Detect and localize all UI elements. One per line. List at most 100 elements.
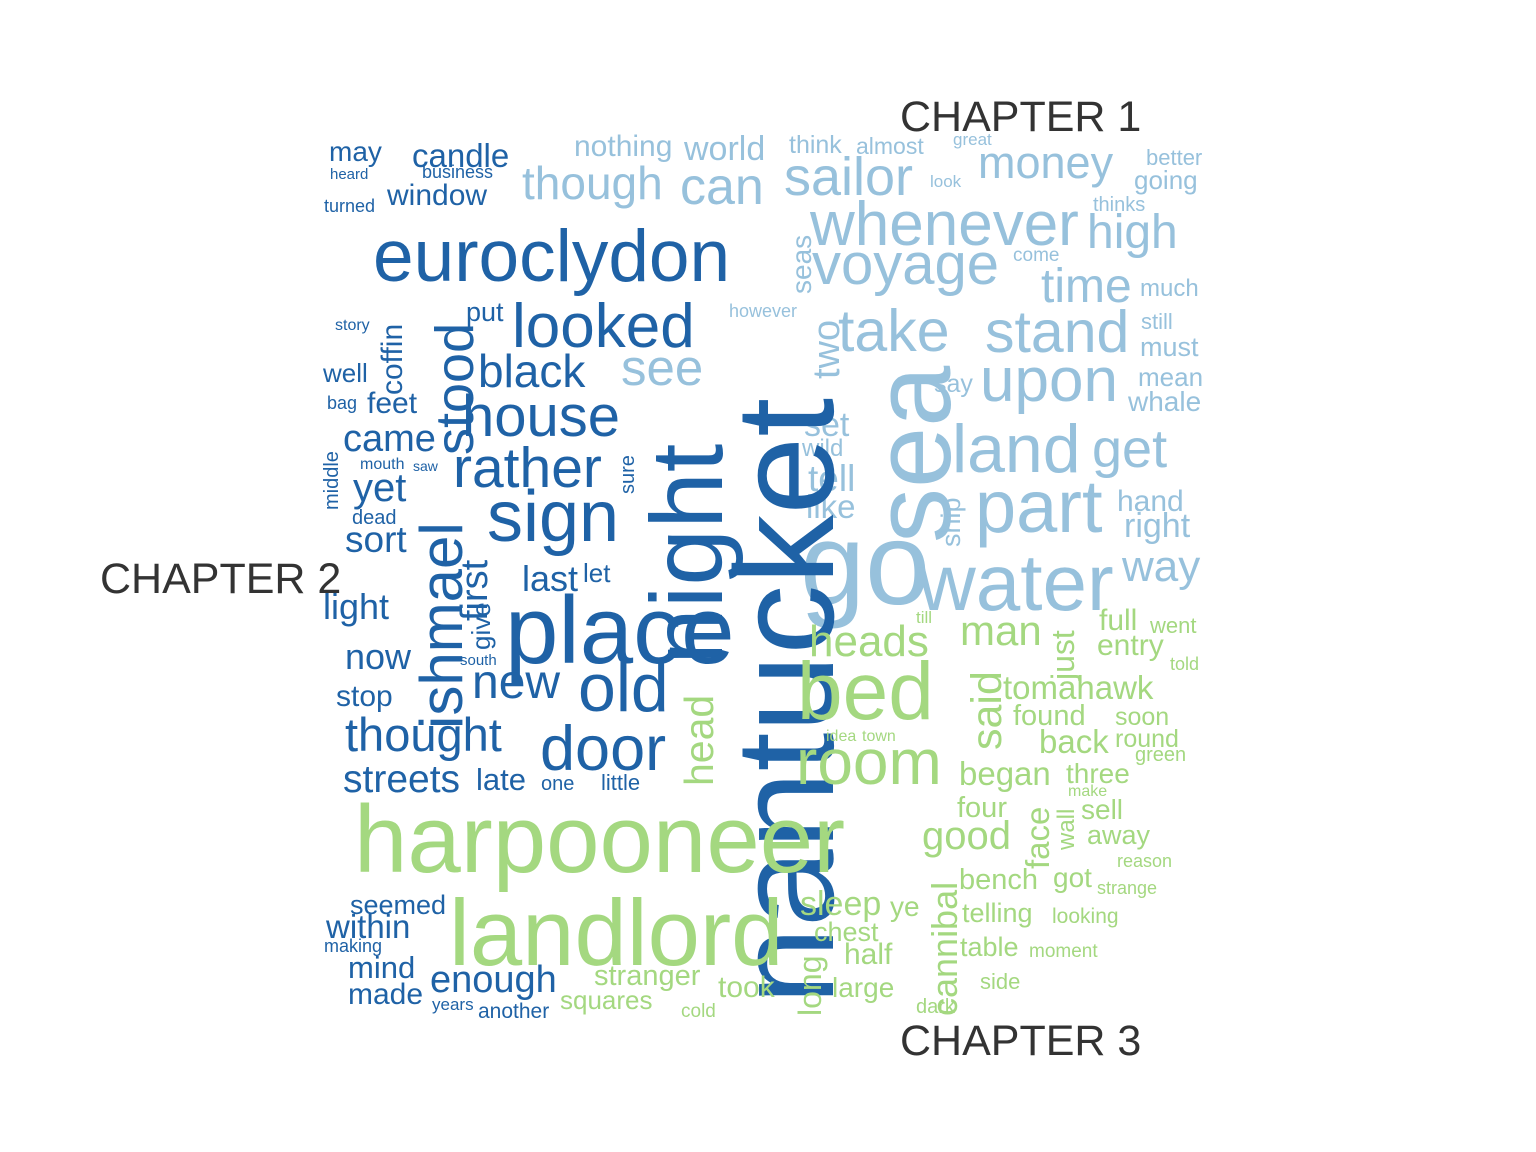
word-going: going [1134, 165, 1198, 195]
group-label-chapter-1: CHAPTER 1 [900, 93, 1142, 141]
word-came: came [343, 418, 436, 460]
word-heard: heard [330, 166, 369, 183]
word-sleep: sleep [800, 885, 882, 923]
word-old: old [578, 650, 669, 726]
word-black: black [478, 345, 586, 397]
word-stranger: stranger [594, 960, 701, 992]
word-land: land [952, 411, 1081, 487]
word-seemed: seemed [350, 890, 447, 920]
word-go: go [800, 498, 931, 629]
word-hand: hand [1117, 485, 1184, 518]
word-back: back [1039, 723, 1109, 760]
word-upon: upon [980, 346, 1118, 415]
word-great: great [953, 130, 992, 149]
word-water: water [918, 538, 1114, 627]
word-bench: bench [959, 864, 1039, 896]
word-whenever: whenever [810, 190, 1079, 259]
word-right: right [1124, 507, 1191, 545]
word-tell: tell [808, 458, 856, 499]
word-though: though [522, 157, 663, 209]
word-get: get [1092, 419, 1168, 479]
word-candle: candle [412, 137, 510, 174]
word-business: business [422, 162, 494, 182]
word-strange: strange [1097, 878, 1158, 898]
word-thought: thought [345, 708, 502, 761]
word-sell: sell [1081, 794, 1124, 825]
word-coffin: coffin [376, 323, 409, 395]
word-must: must [1140, 332, 1199, 362]
word-chest: chest [814, 917, 879, 947]
word-stop: stop [336, 680, 393, 713]
word-house: house [462, 384, 621, 449]
word-feet: feet [367, 387, 418, 420]
word-euroclydon: euroclydon [373, 216, 731, 297]
word-well: well [323, 358, 368, 388]
word-town: town [862, 728, 896, 745]
word-bed: bed [797, 646, 934, 737]
word-bag: bag [327, 393, 358, 413]
word-two: two [806, 319, 848, 379]
word-way: way [1122, 542, 1201, 591]
word-now: now [345, 636, 412, 677]
word-made: made [348, 978, 424, 1011]
word-new: new [472, 656, 561, 709]
word-put: put [466, 297, 504, 327]
word-place: place [505, 577, 735, 684]
word-long: long [792, 955, 828, 1017]
word-high: high [1087, 206, 1178, 259]
word-middle: middle [321, 451, 343, 510]
word-world: world [684, 130, 766, 168]
word-face: face [1019, 806, 1056, 869]
word-away: away [1087, 820, 1151, 850]
word-sort: sort [345, 519, 407, 560]
word-give: give [466, 602, 496, 651]
word-began: began [959, 755, 1051, 792]
word-still: still [1141, 309, 1173, 334]
word-wild: wild [802, 435, 844, 462]
word-voyage: voyage [812, 232, 1000, 297]
word-found: found [1013, 700, 1086, 732]
word-went: went [1150, 613, 1197, 638]
word-late: late [476, 762, 526, 797]
word-making: making [324, 936, 383, 956]
word-man: man [960, 607, 1042, 654]
word-yet: yet [353, 466, 407, 510]
word-good: good [922, 814, 1011, 858]
word-may: may [329, 136, 382, 167]
word-south: south [460, 652, 497, 669]
word-heads: heads [809, 617, 929, 666]
word-window: window [387, 179, 488, 212]
word-make: make [1068, 783, 1108, 800]
word-told: told [1170, 654, 1200, 674]
word-tomahawk: tomahawk [1003, 669, 1154, 706]
word-moment: moment [1029, 941, 1098, 962]
word-much: much [1140, 275, 1199, 302]
word-say: say [934, 370, 973, 398]
word-however: however [729, 301, 798, 321]
word-years: years [432, 995, 474, 1014]
word-saw: saw [413, 458, 438, 474]
word-money: money [978, 137, 1114, 188]
word-till: till [916, 608, 933, 627]
word-almost: almost [856, 133, 924, 159]
word-within: within [326, 908, 411, 945]
word-squares: squares [560, 985, 653, 1015]
word-mouth: mouth [360, 456, 405, 473]
word-see: see [621, 339, 704, 396]
word-mean: mean [1138, 362, 1204, 392]
word-part: part [975, 465, 1103, 548]
word-cold: cold [681, 1001, 716, 1022]
word-last: last [522, 558, 579, 599]
word-seas: seas [786, 234, 817, 294]
word-come: come [1013, 245, 1060, 266]
word-large: large [832, 972, 895, 1003]
word-ye: ye [890, 891, 920, 922]
word-reason: reason [1117, 851, 1173, 871]
word-entry: entry [1097, 629, 1164, 662]
group-label-chapter-2: CHAPTER 2 [100, 555, 342, 603]
word-thinks: thinks [1093, 194, 1146, 216]
word-idea: idea [826, 728, 857, 745]
word-door: door [540, 714, 667, 784]
word-mind: mind [348, 950, 416, 985]
